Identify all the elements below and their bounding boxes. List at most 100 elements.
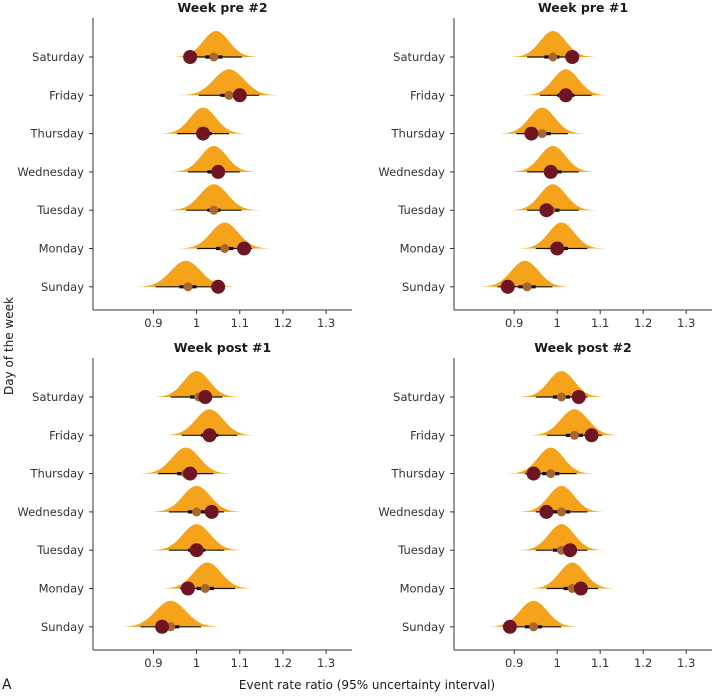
observed-point [502,619,517,634]
y-tick-label: Friday [410,428,445,442]
point-estimate [200,584,210,593]
density-ridge [480,260,569,287]
y-tick-label: Saturday [32,50,84,64]
row-saturday: Saturday [32,371,239,404]
x-tick-label: 0.9 [144,656,162,670]
density-ridge [520,524,603,551]
y-tick-label: Sunday [41,280,84,294]
density-ridge [500,107,584,134]
point-estimate [537,129,547,139]
density-ridge [511,145,595,172]
y-tick-label: Thursday [391,127,446,141]
x-tick-label: 1.2 [274,316,292,330]
point-estimate [529,622,539,632]
row-wednesday: Wednesday [17,485,241,519]
point-estimate [557,392,566,402]
density-ridge [163,562,252,589]
density-ridge [152,524,241,551]
row-friday: Friday [410,69,608,103]
row-thursday: Thursday [30,107,245,141]
observed-point [155,619,170,634]
density-ridge [520,485,603,512]
observed-point [500,279,515,294]
density-ridge [180,69,278,96]
density-ridge [520,222,603,249]
y-tick-label: Monday [39,242,85,256]
row-sunday: Sunday [41,600,220,634]
density-ridge [122,600,220,627]
x-tick-label: 1.1 [231,316,249,330]
row-monday: Monday [400,562,614,596]
y-tick-label: Friday [410,88,445,102]
observed-point [526,466,541,481]
x-tick-label: 1.3 [317,656,335,670]
observed-point [202,428,217,443]
density-ridge [161,107,245,134]
panel-4: Week post #2 0.9 1 1.1 1.2 1.3 Saturday Friday T… [378,340,712,670]
row-friday: Friday [49,69,278,103]
row-tuesday: Tuesday [36,524,241,558]
y-tick-label: Thursday [30,467,85,481]
row-monday: Monday [400,222,603,256]
x-tick-label: 1.3 [317,316,335,330]
point-estimate [209,205,219,215]
point-estimate [569,430,579,440]
y-tick-label: Tuesday [397,543,445,557]
y-tick-label: Saturday [393,50,445,64]
x-tick-label: 1.1 [591,656,609,670]
observed-point [584,428,599,443]
y-tick-label: Sunday [402,620,445,634]
point-estimate [546,469,556,479]
y-tick-label: Thursday [391,467,446,481]
density-ridge [165,409,254,436]
row-thursday: Thursday [391,107,584,141]
panel-title: Week pre #1 [538,0,628,15]
x-tick-label: 1 [554,656,561,670]
y-tick-label: Wednesday [17,165,84,179]
x-tick-label: 1.2 [274,656,292,670]
row-saturday: Saturday [393,31,595,64]
x-tick-label: 1.3 [677,316,695,330]
panel-title: Week post #1 [174,340,271,355]
observed-point [558,88,573,103]
observed-point [571,390,586,404]
point-estimate [209,52,219,62]
panel-1: Week pre #2 0.9 1 1.1 1.2 1.3 Saturday Friday Th… [17,0,352,330]
row-saturday: Saturday [32,31,258,64]
x-tick-label: 1.1 [591,316,609,330]
observed-point [550,241,565,256]
row-tuesday: Tuesday [36,184,259,217]
panel-title: Week post #2 [534,340,631,355]
y-axis-title: Day of the week [2,297,16,395]
x-tick-label: 0.9 [144,316,162,330]
observed-point [196,126,211,141]
row-tuesday: Tuesday [397,184,595,218]
density-ridge [141,447,231,474]
density-ridge [180,222,269,249]
density-ridge [530,409,619,436]
observed-point [211,279,226,294]
y-tick-label: Sunday [402,280,445,294]
observed-point [211,164,226,179]
row-friday: Friday [49,409,254,443]
observed-point [189,543,204,558]
x-axis-title: Event rate ratio (95% uncertainty interv… [239,678,495,692]
row-sunday: Sunday [41,260,235,294]
density-ridge [511,184,595,211]
observed-point [539,504,554,519]
x-tick-label: 1 [193,656,200,670]
density-ridge [155,371,239,397]
x-tick-label: 0.9 [505,316,523,330]
density-ridge [169,184,259,211]
panel-3: Week post #1 0.9 1 1.1 1.2 1.3 Saturday Friday T… [17,340,352,670]
row-wednesday: Wednesday [17,145,256,179]
y-tick-label: Monday [39,582,85,596]
observed-point [180,581,195,596]
y-tick-label: Monday [400,582,446,596]
row-saturday: Saturday [393,371,603,404]
density-ridge [524,69,608,96]
x-tick-label: 1.3 [677,656,695,670]
y-tick-label: Saturday [393,390,445,404]
observed-point [543,164,558,179]
